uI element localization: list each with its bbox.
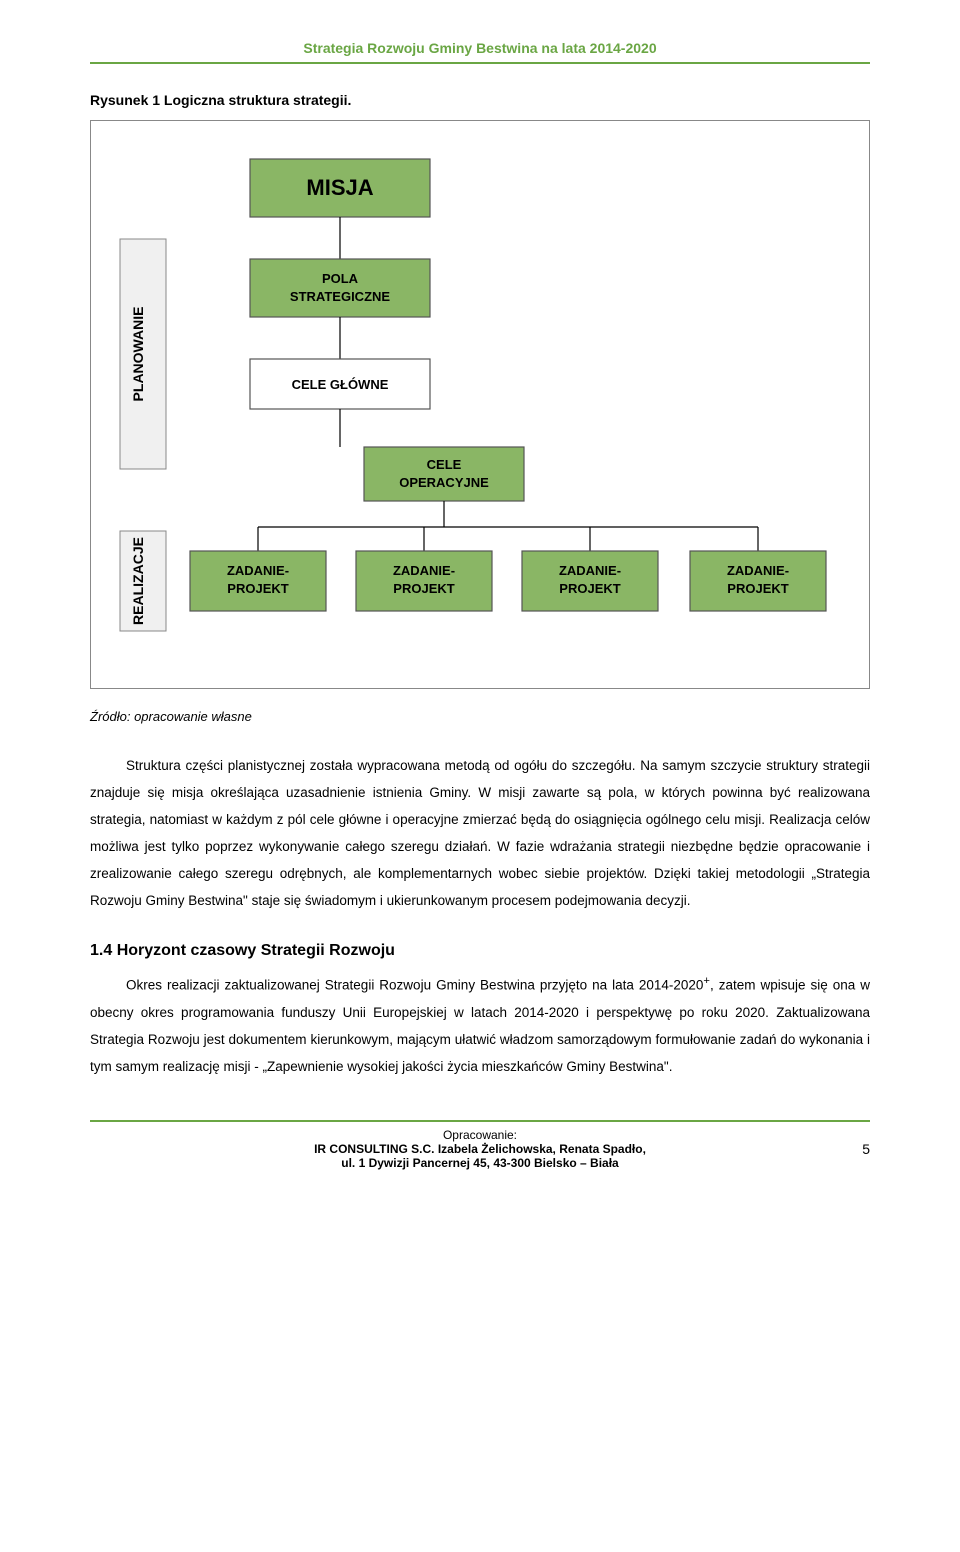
section-body: Okres realizacji zaktualizowanej Strateg… (90, 970, 870, 1080)
side-label-planowanie: PLANOWANIE (130, 307, 146, 402)
node-zadanie-3-l1: ZADANIE- (559, 563, 621, 578)
node-zadanie-4-l1: ZADANIE- (727, 563, 789, 578)
node-pola-label2: STRATEGICZNE (290, 289, 390, 304)
diagram-frame: PLANOWANIE REALIZACJE MISJA POLA STRATEG… (90, 120, 870, 689)
node-zadanie-2-l2: PROJEKT (393, 581, 454, 596)
paragraph-1: Struktura części planistycznej została w… (90, 752, 870, 914)
section-body-part1: Okres realizacji zaktualizowanej Strateg… (126, 978, 703, 993)
header-rule (90, 62, 870, 64)
side-label-realizacje: REALIZACJE (130, 537, 146, 625)
figure-caption: Rysunek 1 Logiczna struktura strategii. (90, 92, 870, 108)
node-zadanie-1-l2: PROJEKT (227, 581, 288, 596)
node-zadanie-1-l1: ZADANIE- (227, 563, 289, 578)
node-pola (250, 259, 430, 317)
node-cele-op-label2: OPERACYJNE (399, 475, 489, 490)
footer-text: Opracowanie: IR CONSULTING S.C. Izabela … (130, 1128, 830, 1170)
node-zadanie-3-l2: PROJEKT (559, 581, 620, 596)
footer-line2: IR CONSULTING S.C. Izabela Żelichowska, … (314, 1142, 646, 1156)
node-cele-operacyjne (364, 447, 524, 501)
node-cele-glowne-label: CELE GŁÓWNE (292, 377, 389, 392)
figure-source: Źródło: opracowanie własne (90, 709, 870, 724)
node-zadanie-2-l1: ZADANIE- (393, 563, 455, 578)
node-zadanie-4-l2: PROJEKT (727, 581, 788, 596)
node-misja-label: MISJA (306, 175, 373, 200)
document-header-title: Strategia Rozwoju Gminy Bestwina na lata… (90, 40, 870, 56)
footer-line3: ul. 1 Dywizji Pancernej 45, 43-300 Biels… (341, 1156, 618, 1170)
node-cele-op-label1: CELE (427, 457, 462, 472)
strategy-diagram: PLANOWANIE REALIZACJE MISJA POLA STRATEG… (107, 139, 853, 659)
page-container: Strategia Rozwoju Gminy Bestwina na lata… (0, 0, 960, 1200)
section-body-sup: + (703, 975, 710, 987)
node-pola-label1: POLA (322, 271, 359, 286)
footer-block: Opracowanie: IR CONSULTING S.C. Izabela … (90, 1122, 870, 1170)
section-heading: 1.4 Horyzont czasowy Strategii Rozwoju (90, 942, 870, 960)
page-number: 5 (830, 1141, 870, 1157)
footer-line1: Opracowanie: (443, 1128, 517, 1142)
